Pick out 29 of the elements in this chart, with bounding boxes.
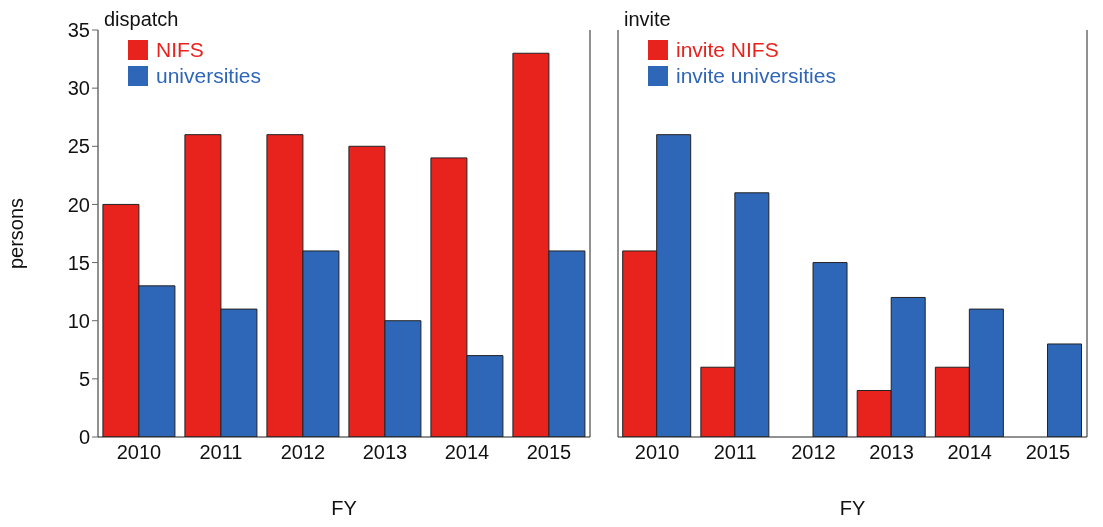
y-tick-label: 25	[67, 135, 90, 158]
y-axis-title: persons	[5, 197, 28, 270]
chart-title: dispatch	[104, 8, 179, 31]
y-tick-label: 20	[67, 193, 90, 216]
y-tick-label: 10	[67, 309, 90, 332]
x-tick-label: 2011	[713, 441, 757, 464]
x-tick-label: 2014	[947, 441, 992, 464]
y-tick-label: 15	[67, 251, 90, 274]
x-tick-label: 2013	[869, 441, 914, 464]
y-tick-label: 0	[78, 426, 90, 449]
legend-label: invite universities	[676, 64, 836, 88]
legend-label: universities	[156, 64, 262, 88]
x-axis-title: FY	[839, 497, 866, 519]
x-tick-label: 2013	[362, 441, 408, 464]
x-tick-label: 2014	[444, 441, 490, 464]
y-tick-label: 30	[67, 77, 90, 100]
x-tick-label: 2015	[526, 441, 572, 464]
x-tick-label: 2012	[791, 441, 836, 464]
x-axis-title: FY	[331, 497, 357, 519]
legend-label: invite NIFS	[676, 38, 779, 62]
x-tick-label: 2011	[199, 441, 243, 464]
x-tick-label: 2010	[116, 441, 162, 464]
y-tick-label: 35	[67, 19, 90, 42]
chart-title: invite	[624, 8, 671, 31]
x-tick-label: 2015	[1025, 441, 1071, 464]
y-tick-label: 5	[78, 367, 90, 390]
legend-label: NIFS	[156, 38, 204, 62]
x-tick-label: 2010	[634, 441, 680, 464]
x-tick-label: 2012	[280, 441, 326, 464]
